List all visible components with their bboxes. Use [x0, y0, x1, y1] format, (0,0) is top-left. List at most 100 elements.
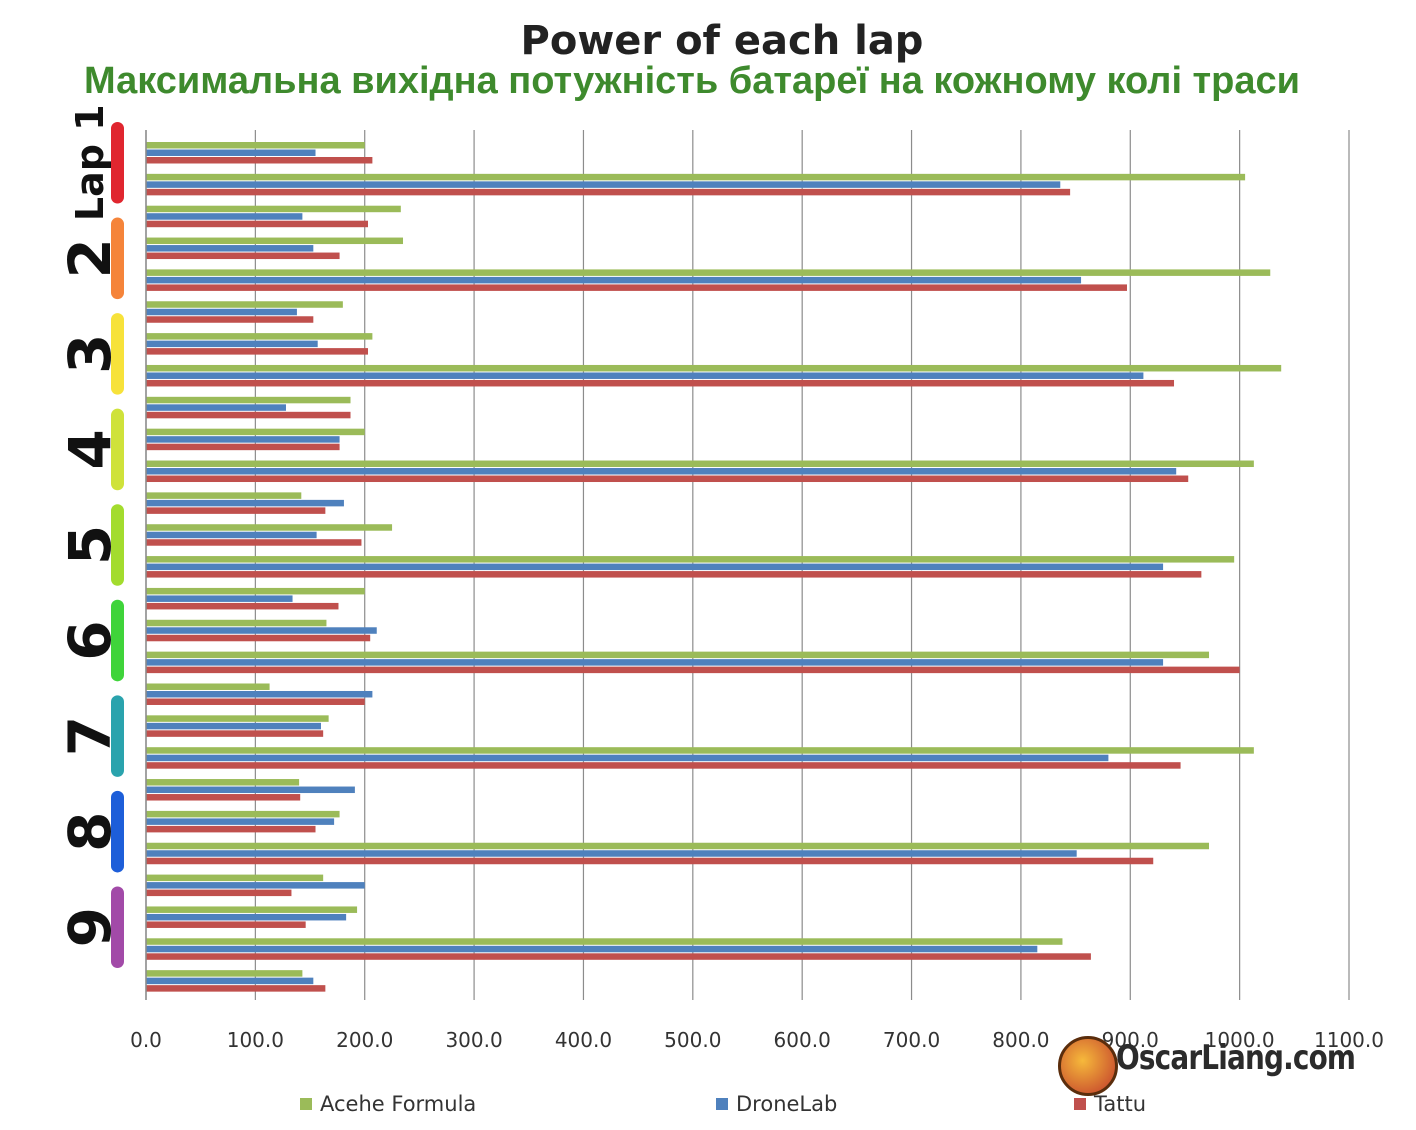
bar: [146, 468, 1177, 475]
x-tick-label: 1000.0: [1205, 1028, 1275, 1052]
bar: [146, 188, 1071, 196]
bar: [146, 428, 365, 436]
lap-label: 9: [56, 907, 124, 947]
bar: [146, 252, 340, 260]
bar: [146, 372, 1144, 379]
bar: [146, 921, 306, 928]
bar: [146, 985, 326, 992]
bar: [146, 779, 300, 786]
bar: [146, 659, 1164, 666]
bar: [146, 173, 1246, 181]
lap-label: 6: [56, 620, 124, 660]
bar: [146, 850, 1077, 857]
bar: [146, 237, 404, 245]
bar: [146, 507, 326, 514]
bar: [146, 651, 1210, 659]
bar: [146, 157, 373, 164]
bar: [146, 531, 317, 539]
lap-label: 3: [56, 334, 124, 374]
bar: [146, 269, 1271, 276]
bar: [146, 913, 347, 921]
bar: [146, 842, 1210, 850]
bar: [146, 587, 365, 595]
legend: Acehe Formula DroneLab Tattu: [300, 1092, 1146, 1116]
bar: [146, 333, 373, 340]
bar: [146, 634, 371, 642]
x-tick-label: 600.0: [774, 1028, 831, 1052]
bar: [146, 348, 369, 355]
bar: [146, 142, 365, 149]
lap-color-pill: [111, 217, 124, 300]
lap-label: 8: [56, 811, 124, 851]
bar: [146, 379, 1175, 387]
lap-color-pill: [111, 122, 124, 204]
x-tick-label: 400.0: [555, 1028, 612, 1052]
lap-label: 5: [56, 525, 124, 565]
bar: [146, 602, 339, 610]
lap-label: 2: [56, 238, 124, 278]
bar: [146, 571, 1202, 578]
legend-swatch: [1074, 1098, 1086, 1110]
bar: [146, 666, 1240, 674]
bar: [146, 794, 301, 801]
x-tick-label: 500.0: [664, 1028, 721, 1052]
bar: [146, 762, 1181, 769]
bar: [146, 364, 1282, 372]
lap-color-pill: [111, 790, 124, 873]
bar: [146, 715, 329, 722]
bar: [146, 977, 314, 985]
bar: [146, 205, 401, 213]
bar: [146, 698, 365, 705]
chart-subtitle: Максимальна вихідна потужність батареї н…: [83, 60, 1301, 102]
watermark-text: OscarLiang.com: [1116, 1038, 1356, 1078]
legend-label: DroneLab: [736, 1092, 837, 1116]
bar: [146, 786, 355, 794]
legend-swatch: [300, 1098, 312, 1110]
bar: [146, 810, 340, 818]
bar: [146, 411, 351, 419]
bar: [146, 539, 362, 546]
x-tick-label: 300.0: [445, 1028, 502, 1052]
lap-color-pill: [111, 695, 124, 777]
bar: [146, 627, 377, 634]
bar: [146, 276, 1082, 284]
bar: [146, 245, 314, 252]
bar: [146, 396, 351, 404]
bar: [146, 953, 1091, 960]
bar: [146, 683, 270, 690]
lap-label: 4: [56, 429, 124, 469]
bar: [146, 284, 1127, 291]
bar: [146, 874, 324, 882]
bar: [146, 181, 1061, 188]
x-tick-label: 0.0: [130, 1028, 162, 1052]
logo-icon: [1058, 1036, 1118, 1096]
bar: [146, 492, 302, 499]
bar: [146, 460, 1254, 468]
bar: [146, 730, 324, 737]
bar: [146, 213, 303, 220]
bar: [146, 818, 335, 825]
lap-labels: Lap 1 2 3 4 5 6 7 8 9: [56, 104, 124, 968]
bar: [146, 882, 365, 889]
bar: [146, 149, 316, 156]
lap-color-pill: [111, 313, 124, 395]
bar: [146, 499, 344, 507]
bar: [146, 825, 316, 833]
bar: [146, 301, 343, 308]
legend-label: Acehe Formula: [320, 1092, 476, 1116]
bar: [146, 690, 373, 698]
lap-label: 7: [56, 716, 124, 756]
legend-swatch: [716, 1098, 728, 1110]
bar: [146, 340, 318, 348]
bar: [146, 563, 1164, 571]
chart-title: Power of each lap: [520, 18, 924, 64]
bar: [146, 475, 1189, 483]
bar: [146, 443, 340, 451]
bar: [146, 889, 292, 897]
bar: [146, 938, 1063, 945]
legend-label: Tattu: [1093, 1092, 1146, 1116]
bars: [146, 142, 1282, 992]
lap-color-pill: [111, 408, 124, 491]
bar: [146, 970, 303, 977]
